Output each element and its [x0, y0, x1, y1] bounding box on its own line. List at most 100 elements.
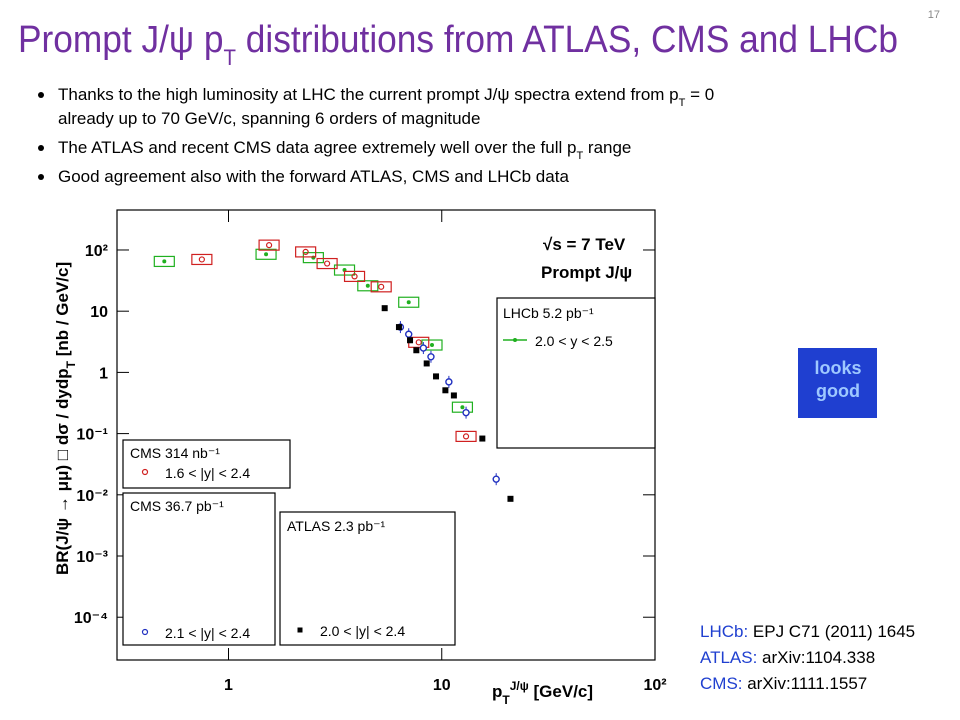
error-box	[258, 239, 280, 251]
text-segment: The ATLAS and recent CMS data agree extr…	[58, 138, 576, 157]
reference-source: ATLAS:	[700, 648, 757, 667]
reference: ATLAS: arXiv:1104.338	[700, 648, 875, 667]
marker	[479, 435, 486, 442]
x-tick-label: 1	[224, 677, 233, 694]
bullet-text: Thanks to the high luminosity at LHC the…	[58, 85, 714, 109]
marker	[427, 353, 435, 361]
legend-label: 2.1 < |y| < 2.4	[165, 625, 250, 641]
marker	[395, 324, 402, 331]
comment-text: good	[816, 381, 860, 401]
text-segment: Prompt J/ψ p	[18, 19, 224, 61]
marker	[324, 260, 331, 267]
marker	[450, 392, 457, 399]
reference-source: LHCb:	[700, 622, 748, 641]
marker	[406, 300, 411, 305]
text-segment: [nb / GeV/c]	[53, 262, 72, 361]
text-segment: Good agreement also with the forward ATL…	[58, 167, 569, 186]
reference: CMS: arXiv:1111.1557	[700, 674, 867, 693]
text-segment: already up to 70 GeV/c, spanning 6 order…	[58, 109, 480, 128]
bullet-text: Good agreement also with the forward ATL…	[58, 167, 569, 186]
y-tick-label: 10⁻²	[76, 488, 108, 505]
marker	[198, 256, 205, 263]
reference-source: CMS:	[700, 674, 743, 693]
legend-label: 2.0 < |y| < 2.4	[320, 623, 405, 639]
marker	[442, 387, 449, 394]
marker	[492, 475, 500, 483]
marker	[405, 330, 413, 338]
x-axis-label: pTJ/ψ [GeV/c]	[492, 679, 593, 707]
text-segment: [GeV/c]	[529, 682, 593, 701]
y-tick-label: 10⁻¹	[76, 427, 108, 444]
error-box	[455, 430, 477, 443]
marker	[423, 360, 430, 367]
error-box	[153, 255, 175, 268]
comment-text: looks	[814, 358, 861, 378]
error-box	[316, 257, 338, 270]
text-segment: T	[576, 150, 583, 162]
text-segment: T	[224, 45, 236, 70]
marker	[419, 344, 428, 352]
legend-title: CMS 314 nb⁻¹	[130, 445, 220, 461]
marker	[381, 305, 388, 312]
legend-label: 1.6 < |y| < 2.4	[165, 465, 250, 481]
error-box	[398, 296, 420, 308]
marker	[433, 373, 440, 380]
legend-title: CMS 36.7 pb⁻¹	[130, 498, 224, 514]
text-segment: distributions from ATLAS, CMS and LHCb	[236, 19, 898, 61]
legend-marker	[141, 468, 149, 476]
marker	[507, 495, 514, 502]
marker	[413, 347, 420, 354]
legend-marker	[297, 627, 303, 633]
marker	[445, 378, 453, 386]
bullet-text: The ATLAS and recent CMS data agree extr…	[58, 138, 631, 162]
marker	[407, 337, 414, 344]
text-segment: = 0	[685, 85, 714, 104]
y-axis-label: BR(J/ψ → μμ) □ dσ / dydpT [nb / GeV/c]	[53, 262, 78, 575]
error-box	[302, 252, 324, 264]
text-segment: Thanks to the high luminosity at LHC the…	[58, 85, 679, 104]
text-segment: J/ψ	[510, 679, 529, 693]
marker	[264, 252, 269, 257]
legend-label: 2.0 < y < 2.5	[535, 333, 613, 349]
reference: LHCb: EPJ C71 (2011) 1645	[700, 622, 915, 641]
error-box	[370, 281, 392, 293]
marker	[415, 339, 422, 346]
text-segment: T	[64, 360, 78, 368]
legend-title: ATLAS 2.3 pb⁻¹	[287, 518, 386, 534]
text-segment: BR(J/ψ → μμ) □ dσ / dydp	[53, 368, 72, 575]
marker	[351, 273, 358, 280]
x-tick-label: 10	[433, 677, 451, 694]
y-tick-label: 1	[99, 365, 108, 382]
slide-title: Prompt J/ψ pT distributions from ATLAS, …	[18, 19, 898, 70]
page-number: 17	[928, 9, 940, 21]
legend-box	[122, 439, 291, 489]
marker	[460, 405, 465, 410]
marker	[162, 259, 167, 264]
legend-box	[279, 511, 456, 646]
error-box	[295, 246, 317, 258]
annotation: Prompt J/ψ	[541, 263, 632, 282]
marker	[265, 242, 273, 249]
y-tick-label: 10⁻³	[76, 549, 108, 566]
reference-text: arXiv:1104.338	[757, 648, 875, 667]
bullet-dot	[38, 174, 44, 180]
error-box	[255, 248, 277, 260]
error-box	[343, 270, 366, 283]
bullet-dot	[38, 145, 44, 151]
y-tick-label: 10⁻⁴	[74, 610, 108, 627]
error-box	[191, 253, 213, 266]
legend-marker	[141, 628, 149, 636]
marker	[462, 433, 470, 440]
reference-text: arXiv:1111.1557	[743, 674, 868, 693]
comment-box	[798, 348, 877, 418]
legend-title: LHCb 5.2 pb⁻¹	[503, 305, 594, 321]
annotation: √s = 7 TeV	[543, 235, 626, 254]
marker	[365, 283, 370, 288]
marker	[378, 283, 385, 290]
reference-text: EPJ C71 (2011) 1645	[748, 622, 915, 641]
marker	[311, 255, 316, 260]
legend-box	[496, 297, 656, 449]
marker	[462, 408, 470, 417]
marker	[302, 248, 309, 256]
